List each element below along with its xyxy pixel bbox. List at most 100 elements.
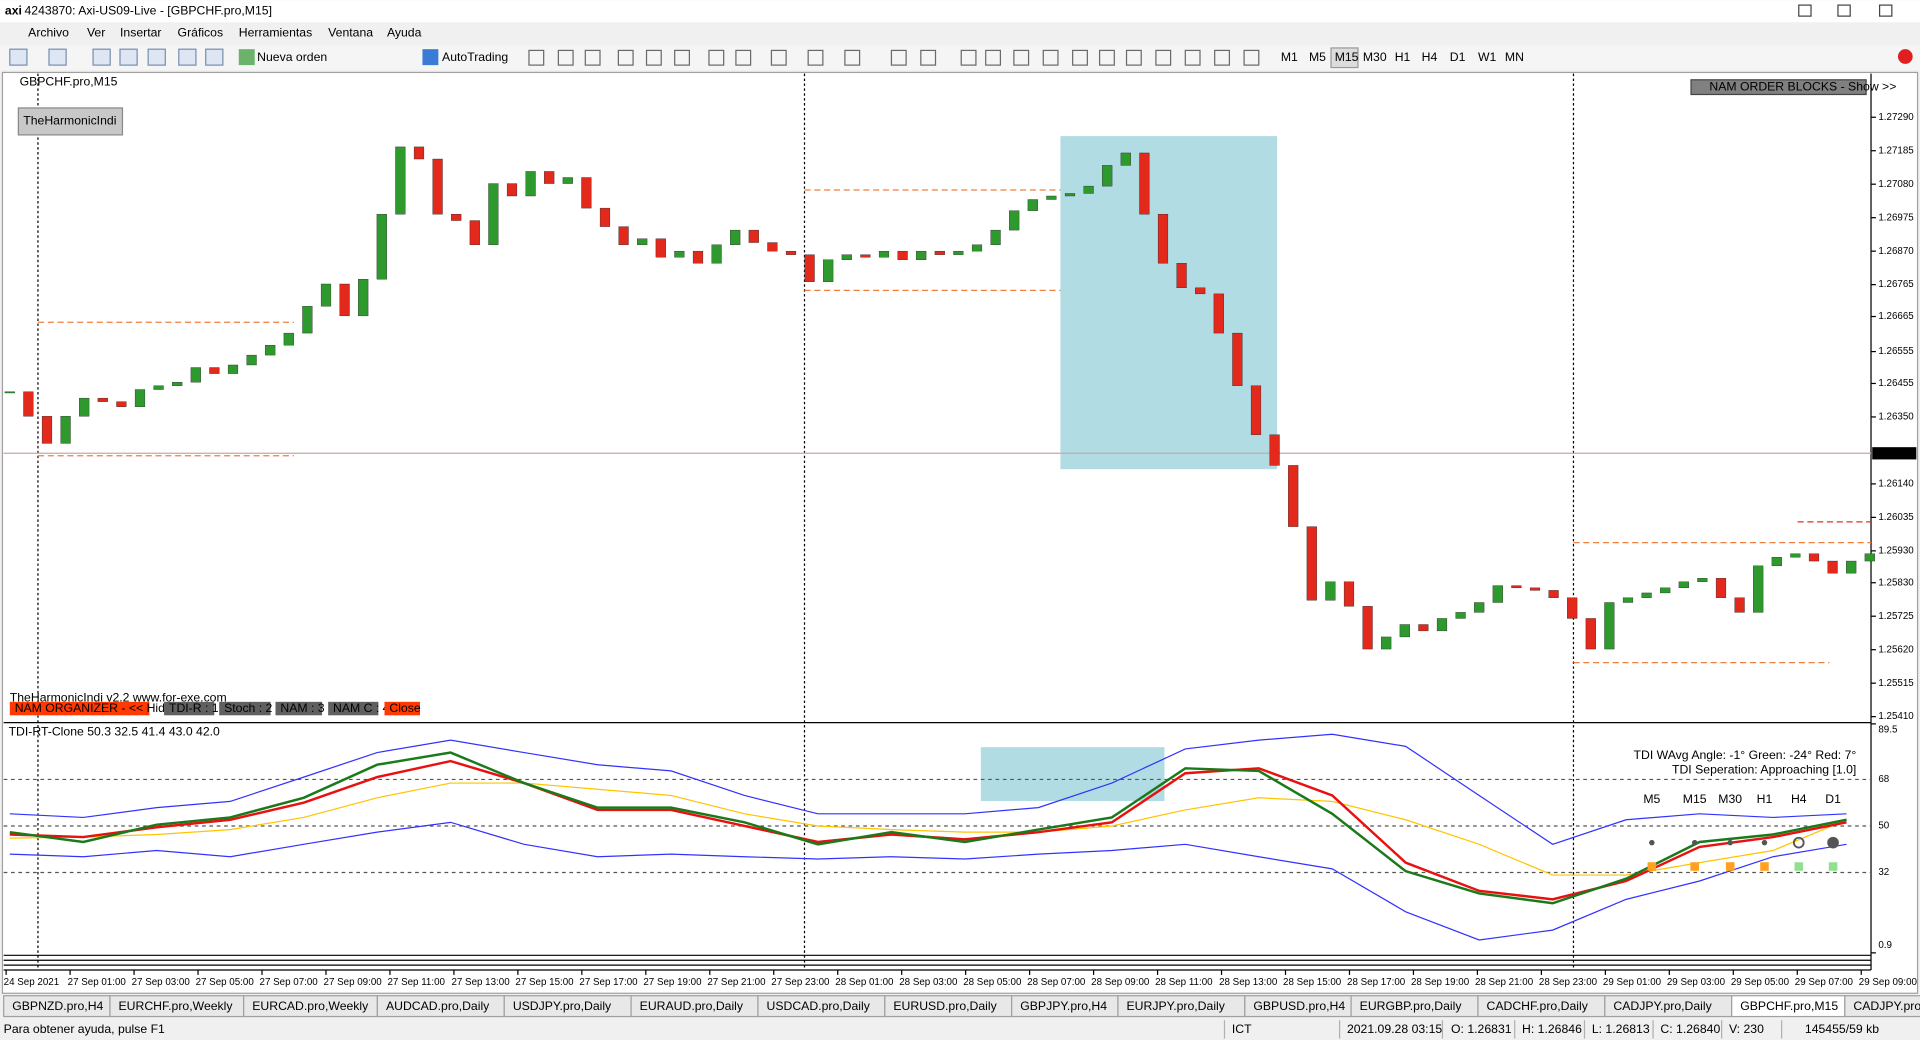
timeframe-button[interactable]: D1 [1450,50,1466,64]
toolbar-icon[interactable] [1214,49,1230,66]
status-square [1794,862,1804,871]
panel-button[interactable] [164,701,215,716]
status-open: O: 1.26831 [1451,1022,1512,1036]
tab-label[interactable]: GBPUSD.pro,H4 [1253,999,1345,1013]
tab-label[interactable]: CADJPY.pro,Daily [1613,999,1712,1013]
toolbar-icon[interactable] [890,49,907,66]
timeframe-button[interactable]: M15 [1335,50,1359,64]
toolbar-icon[interactable] [1072,49,1088,66]
panel-button-label[interactable]: NAM C : 4 [333,701,390,715]
toolbar-icon[interactable] [617,49,634,66]
indicator-button[interactable] [17,107,124,136]
window-control[interactable] [1798,4,1812,17]
tab-label[interactable]: EURCHF.pro,Weekly [119,999,234,1013]
toolbar-icon[interactable] [1013,49,1030,66]
timeframe-button[interactable]: H4 [1422,50,1438,64]
candle [1381,636,1392,650]
toolbar-icon[interactable] [48,48,67,66]
toolbar-icon[interactable] [147,48,166,66]
panel-button[interactable] [9,701,150,716]
toolbar-icon[interactable] [1243,49,1260,66]
menu-item[interactable]: Ventana [328,25,373,39]
toolbar-icon[interactable] [674,49,690,66]
toolbar-icon[interactable] [119,48,138,66]
toolbar-icon[interactable] [960,49,977,66]
notification-badge[interactable] [1897,49,1913,64]
tab-label[interactable]: USDCAD.pro,Daily [767,999,871,1013]
tab-label[interactable]: EURGBP.pro,Daily [1360,999,1463,1013]
toolbar-icon[interactable] [1184,49,1201,66]
toolbar-icon[interactable] [844,49,861,66]
timeframe-button[interactable]: M30 [1363,50,1387,64]
timeframe-button[interactable]: M1 [1281,50,1298,64]
candle [1362,606,1373,650]
tab-label[interactable]: GBPJPY.pro,H4 [1020,999,1107,1013]
toolbar-icon[interactable] [238,49,255,66]
toolbar-icon[interactable] [645,49,662,66]
tab-label[interactable]: CADJPY.pro,H1 [1853,999,1920,1013]
toolbar-icon[interactable] [528,49,545,66]
toolbar-icon[interactable] [985,49,1002,66]
tab-label[interactable]: USDJPY.pro,Daily [513,999,612,1013]
timeframe-button[interactable]: W1 [1478,50,1497,64]
menu-item[interactable]: Herramientas [239,25,312,39]
candle [748,229,759,243]
candle [804,254,815,282]
status-time: 2021.09.28 03:15 [1347,1022,1442,1036]
tab-label[interactable]: EURAUD.pro,Daily [640,999,744,1013]
tab-label[interactable]: AUDCAD.pro,Daily [386,999,490,1013]
toolbar-icon[interactable] [807,49,824,66]
panel-button[interactable] [275,701,323,716]
tab-label[interactable]: EURCAD.pro,Weekly [252,999,369,1013]
timeframe-button[interactable]: M5 [1309,50,1326,64]
toolbar-icon[interactable] [1155,49,1172,66]
candle [1436,618,1448,632]
indicator-line [9,821,1847,941]
indicator-button-label[interactable]: TheHarmonicIndi [23,114,116,128]
toolbar-icon[interactable] [1125,49,1142,66]
candle [339,283,350,317]
order-blocks-button[interactable] [1690,79,1867,96]
panel-button-label[interactable]: NAM : 3 [280,701,324,715]
menu-item[interactable]: Ver [87,25,105,39]
timeframe-button[interactable]: H1 [1395,50,1411,64]
panel-button[interactable] [219,701,271,716]
toolbar-icon[interactable] [584,49,601,66]
order-blocks-label[interactable]: NAM ORDER BLOCKS - Show >> [1709,79,1896,93]
tab[interactable] [1844,995,1920,1018]
toolbar-icon[interactable] [920,49,937,66]
tab-label[interactable]: GBPNZD.pro,H4 [12,999,103,1013]
toolbar-button[interactable]: Nueva orden [257,50,327,64]
panel-button-label[interactable]: NAM ORGANIZER - << Hide [15,701,172,715]
toolbar-icon[interactable] [770,49,787,66]
toolbar-icon[interactable] [422,49,439,66]
toolbar-icon[interactable] [178,48,197,66]
panel-button-label[interactable]: TDI-R : 1 [169,701,219,715]
tab-label[interactable]: CADCHF.pro,Daily [1487,999,1589,1013]
toolbar-icon[interactable] [92,48,111,66]
toolbar-icon[interactable] [735,49,752,66]
panel-button-label[interactable]: Close [389,701,420,715]
toolbar-button[interactable]: AutoTrading [442,50,508,64]
window-control[interactable] [1878,4,1893,17]
tab-label[interactable]: EURJPY.pro,Daily [1127,999,1226,1013]
candle [1604,602,1615,650]
toolbar-icon[interactable] [708,49,725,66]
tab-label[interactable]: GBPCHF.pro,M15 [1740,999,1838,1013]
timeframe-button[interactable]: MN [1505,50,1524,64]
panel-button-label[interactable]: Stoch : 2 [224,701,272,715]
menu-item[interactable]: Gráficos [178,25,224,39]
panel-button[interactable] [328,701,379,716]
tab-label[interactable]: EURUSD.pro,Daily [893,999,997,1013]
menu-item[interactable]: Ayuda [387,25,422,39]
panel-button[interactable] [384,701,420,716]
toolbar-icon[interactable] [205,48,224,66]
menu-item[interactable]: Insertar [120,25,161,39]
window-control[interactable] [1837,4,1851,17]
candle [1622,597,1634,603]
toolbar-icon[interactable] [9,48,28,66]
menu-item[interactable]: Archivo [28,25,69,39]
toolbar-icon[interactable] [1042,49,1059,66]
toolbar-icon[interactable] [1098,49,1115,66]
toolbar-icon[interactable] [557,49,574,66]
